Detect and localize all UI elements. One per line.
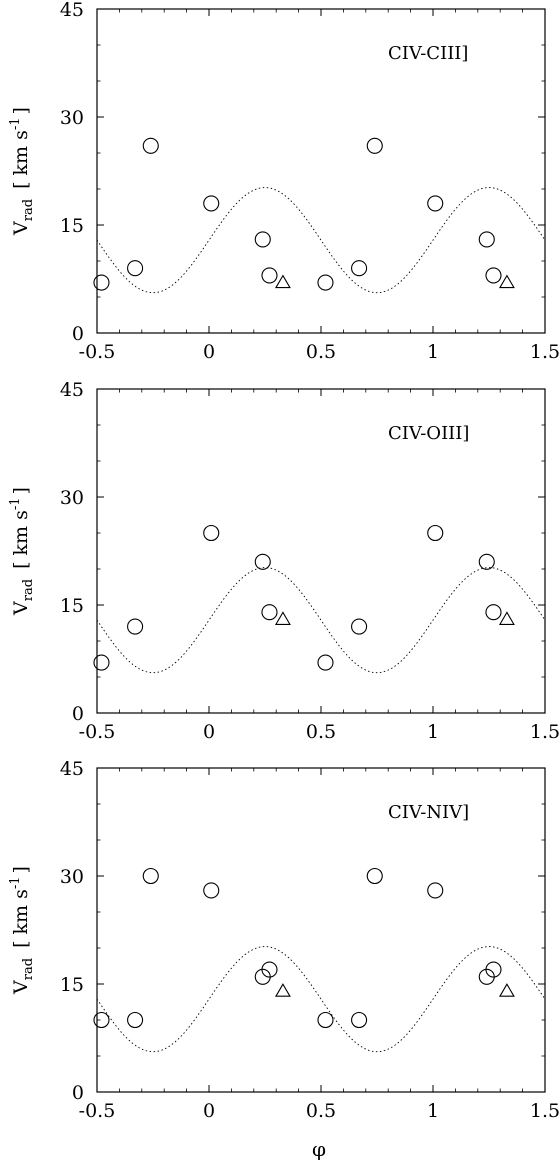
y-tick-label: 45 bbox=[60, 0, 84, 21]
data-point-circle bbox=[351, 618, 368, 635]
y-tick-label: 45 bbox=[60, 758, 84, 780]
data-point-circle bbox=[427, 882, 444, 899]
x-tick-label: -0.5 bbox=[79, 1100, 116, 1122]
panel-label: CIV-NIV] bbox=[388, 802, 469, 823]
panel-label: CIV-CIII] bbox=[388, 43, 468, 64]
x-tick-label: -0.5 bbox=[79, 341, 116, 363]
data-point-circle bbox=[427, 195, 444, 212]
data-point-circle bbox=[203, 524, 220, 542]
x-tick-label: 0.5 bbox=[306, 721, 336, 743]
y-tick-label: 30 bbox=[60, 487, 84, 509]
data-point-circle bbox=[254, 553, 271, 570]
y-tick-label: 45 bbox=[60, 379, 84, 401]
x-tick-label: 1 bbox=[427, 341, 439, 363]
x-tick-label: 0.5 bbox=[306, 341, 336, 363]
y-tick-label: 0 bbox=[72, 703, 84, 725]
data-point-circle bbox=[317, 274, 334, 291]
data-point-circle bbox=[317, 654, 334, 671]
data-point-circle bbox=[366, 137, 383, 154]
y-axis-label-sub: rad bbox=[21, 579, 36, 601]
data-point-triangle bbox=[274, 274, 291, 289]
y-axis-label-exp: -1 bbox=[8, 117, 23, 130]
data-point-circle bbox=[427, 524, 444, 542]
y-tick-label: 30 bbox=[60, 107, 84, 129]
data-point-circle bbox=[203, 882, 220, 899]
data-point-circle bbox=[127, 1011, 144, 1029]
plot-frame bbox=[96, 767, 546, 1093]
data-point-circle bbox=[127, 618, 144, 635]
x-tick-label: 1.5 bbox=[530, 341, 560, 363]
data-point-circle bbox=[478, 231, 495, 248]
data-point-triangle bbox=[274, 611, 291, 625]
y-axis-label-close: ] bbox=[10, 107, 32, 114]
y-axis-label: Vrad [ km s-1] bbox=[8, 866, 36, 995]
data-point-circle bbox=[142, 867, 159, 885]
data-point-circle bbox=[254, 231, 271, 248]
data-point-circle bbox=[127, 260, 144, 277]
x-tick-label: 0 bbox=[203, 721, 215, 743]
y-axis-label-unit: [ km s bbox=[10, 889, 32, 948]
data-point-triangle bbox=[274, 983, 291, 997]
y-tick-label: 15 bbox=[60, 215, 84, 237]
data-point-triangle bbox=[498, 274, 515, 289]
data-point-circle bbox=[485, 604, 502, 621]
y-axis-label-exp: -1 bbox=[8, 497, 23, 510]
data-point-triangle bbox=[498, 611, 515, 625]
x-tick-label: 0 bbox=[203, 341, 215, 363]
y-axis-label-close: ] bbox=[10, 487, 32, 494]
plot-frame bbox=[96, 8, 546, 334]
data-point-circle bbox=[351, 1011, 368, 1029]
x-tick-label: 1 bbox=[427, 1100, 439, 1122]
x-tick-label: 1.5 bbox=[530, 721, 560, 743]
y-axis-label-v: V bbox=[10, 980, 32, 995]
x-tick-label: 0 bbox=[203, 1100, 215, 1122]
y-tick-label: 15 bbox=[60, 595, 84, 617]
y-axis-label-unit: [ km s bbox=[10, 510, 32, 569]
y-tick-label: 0 bbox=[72, 1082, 84, 1104]
data-point-circle bbox=[366, 867, 383, 885]
y-tick-label: 30 bbox=[60, 866, 84, 888]
data-point-circle bbox=[93, 1011, 110, 1029]
data-point-circle bbox=[93, 274, 110, 291]
data-point-circle bbox=[261, 961, 278, 978]
y-axis-label: Vrad [ km s-1] bbox=[8, 107, 36, 236]
data-point-triangle bbox=[498, 983, 515, 997]
x-axis-label: φ bbox=[312, 1137, 326, 1161]
y-axis-label-close: ] bbox=[10, 866, 32, 873]
data-point-circle bbox=[485, 267, 502, 284]
x-tick-label: 1 bbox=[427, 721, 439, 743]
y-axis-label: Vrad [ km s-1] bbox=[8, 487, 36, 616]
y-tick-label: 0 bbox=[72, 323, 84, 345]
plot-frame bbox=[96, 388, 546, 714]
data-point-circle bbox=[478, 553, 495, 570]
x-tick-label: 1.5 bbox=[530, 1100, 560, 1122]
data-point-circle bbox=[142, 137, 159, 154]
y-axis-label-v: V bbox=[10, 221, 32, 236]
y-axis-label-sub: rad bbox=[21, 958, 36, 980]
data-point-circle bbox=[351, 260, 368, 277]
y-axis-label-v: V bbox=[10, 601, 32, 616]
x-tick-label: -0.5 bbox=[79, 721, 116, 743]
data-point-circle bbox=[261, 267, 278, 284]
x-tick-label: 0.5 bbox=[306, 1100, 336, 1122]
model-curve bbox=[96, 946, 546, 1053]
data-point-circle bbox=[317, 1011, 334, 1029]
y-tick-label: 15 bbox=[60, 974, 84, 996]
data-point-circle bbox=[93, 654, 110, 671]
data-point-circle bbox=[485, 961, 502, 978]
y-axis-label-exp: -1 bbox=[8, 876, 23, 889]
y-axis-label-sub: rad bbox=[21, 199, 36, 221]
panel-label: CIV-OIII] bbox=[388, 423, 469, 444]
y-axis-label-unit: [ km s bbox=[10, 130, 32, 189]
data-point-circle bbox=[261, 604, 278, 621]
data-point-circle bbox=[203, 195, 220, 212]
